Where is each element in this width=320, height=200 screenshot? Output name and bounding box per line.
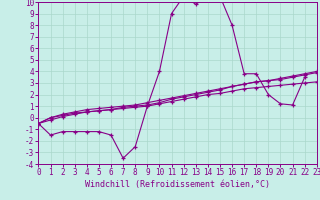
X-axis label: Windchill (Refroidissement éolien,°C): Windchill (Refroidissement éolien,°C)	[85, 180, 270, 189]
